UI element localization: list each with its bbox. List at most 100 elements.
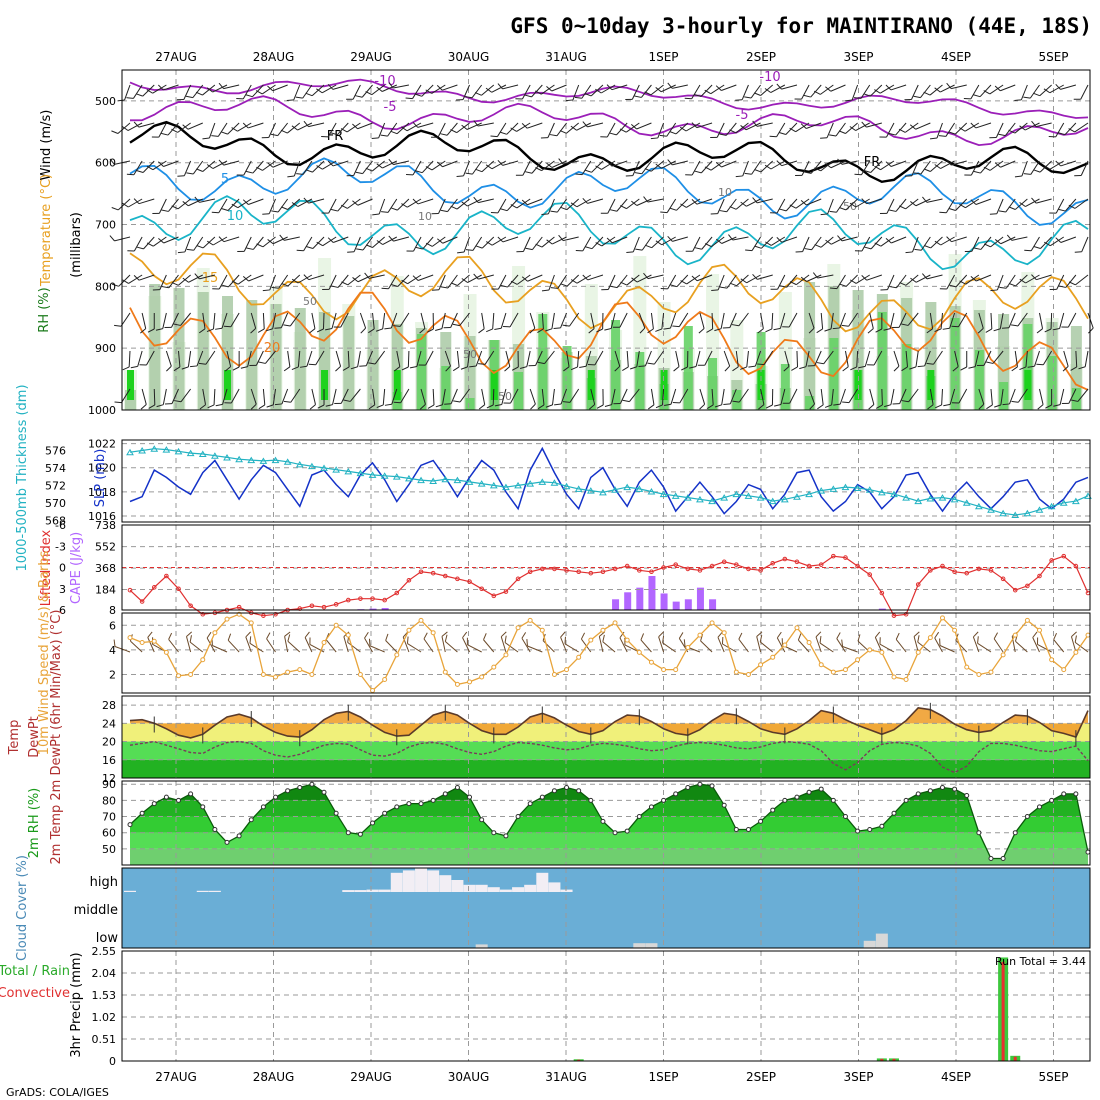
wind-barb <box>814 350 822 366</box>
wind-barb <box>864 246 872 250</box>
wind-barb <box>721 388 725 405</box>
wind-barb <box>929 312 934 329</box>
wind-barb <box>978 312 984 329</box>
wind-barb <box>184 236 192 253</box>
wind-barb <box>337 198 349 212</box>
wind-barb <box>486 241 493 246</box>
wind-barb <box>800 123 807 129</box>
wind-barb <box>720 312 725 329</box>
thickness-marker <box>392 473 401 480</box>
wind-barb <box>212 312 216 329</box>
wind-barb <box>710 84 725 95</box>
rh-marker <box>285 788 291 794</box>
wind-barb <box>776 198 786 214</box>
thickness-marker <box>720 494 729 501</box>
rh-marker <box>236 833 242 839</box>
wind-barb <box>911 84 919 100</box>
wind-barb <box>1074 122 1089 133</box>
rh-shade-green <box>999 382 1009 410</box>
wind-barb <box>158 238 164 244</box>
cloud-high-bar <box>196 890 209 892</box>
wind-barb <box>1023 96 1031 99</box>
wind-barb <box>283 324 291 327</box>
wind-barb <box>250 388 257 405</box>
wind-barb <box>835 122 846 137</box>
wind-barb <box>820 312 824 329</box>
thickness-marker <box>865 486 874 493</box>
lifted-index-marker <box>624 563 630 569</box>
lifted-index-marker <box>370 596 375 601</box>
rh-shade-bright <box>393 370 401 400</box>
rh-contour-label: 10 <box>418 210 432 223</box>
wind10m-marker <box>188 672 194 678</box>
cloud-frame <box>121 867 1091 949</box>
wind-barb <box>1014 175 1022 178</box>
wind-barb <box>1036 274 1052 281</box>
wind-barb <box>715 85 722 91</box>
wind-barb <box>330 208 338 212</box>
wind10m-barb <box>598 636 604 653</box>
wind-barb <box>829 287 838 290</box>
wind-barb <box>124 84 131 101</box>
wind-barb <box>788 312 798 328</box>
wind10m-barb <box>147 637 155 653</box>
wind-barb <box>290 388 301 403</box>
wind-barb <box>934 87 941 93</box>
wind-barb <box>995 122 1004 138</box>
wind-barb <box>948 207 956 211</box>
wind-barb <box>158 198 167 214</box>
cape-bar <box>381 608 389 610</box>
wind-barb <box>412 275 419 281</box>
wind-barb <box>182 277 189 283</box>
rh-marker <box>964 793 970 799</box>
wind-barb <box>983 350 992 366</box>
precip-tick: 2.04 <box>92 967 117 980</box>
wind-barb <box>365 167 373 172</box>
wind-barb <box>173 323 181 326</box>
lifted-index-marker <box>564 568 569 573</box>
wind-barb <box>887 274 895 290</box>
wind-barb <box>388 82 394 89</box>
cape-bar <box>636 587 644 610</box>
wind-barb <box>390 130 398 135</box>
wind-barb <box>650 312 654 329</box>
wind10m-marker <box>600 627 606 633</box>
wind-barb <box>641 160 652 175</box>
wind-barb <box>521 276 528 282</box>
wind-barb <box>378 198 386 215</box>
wind-barb <box>990 312 993 330</box>
wind-barb <box>781 84 798 90</box>
wind-barb <box>764 164 772 170</box>
wind-barb <box>721 236 737 244</box>
rh-marker <box>709 783 715 789</box>
wind-barb <box>427 328 434 333</box>
wind-barb <box>262 312 265 330</box>
thickness-marker <box>1071 497 1080 505</box>
thickness-marker <box>611 486 619 493</box>
wind10m-barb <box>934 631 940 639</box>
rh-shade-green <box>780 364 790 410</box>
wind-barb <box>958 388 968 404</box>
wind-barb <box>999 312 1004 329</box>
wind-barb <box>516 274 531 285</box>
wind-barb <box>691 84 701 99</box>
wind-barb <box>218 198 228 213</box>
rh-marker <box>454 784 460 790</box>
wind-barb <box>636 350 640 367</box>
wind-barb <box>606 122 616 138</box>
wind-barb <box>342 366 350 371</box>
date-label-top: 4SEP <box>941 50 971 64</box>
wind-barb <box>1068 204 1076 209</box>
rh-shade-mid <box>270 304 282 410</box>
wind-barb <box>524 94 532 98</box>
wind-barb <box>565 99 574 102</box>
wind-barb <box>262 236 276 248</box>
wind10m-barb <box>580 632 586 640</box>
wind-barb <box>638 312 646 329</box>
wind-barb <box>296 173 304 175</box>
wind-barb <box>590 388 596 405</box>
rh-marker <box>564 784 570 790</box>
rh-shade-green <box>974 350 984 410</box>
thickness-marker <box>259 457 268 464</box>
wind-barb <box>1019 278 1026 284</box>
